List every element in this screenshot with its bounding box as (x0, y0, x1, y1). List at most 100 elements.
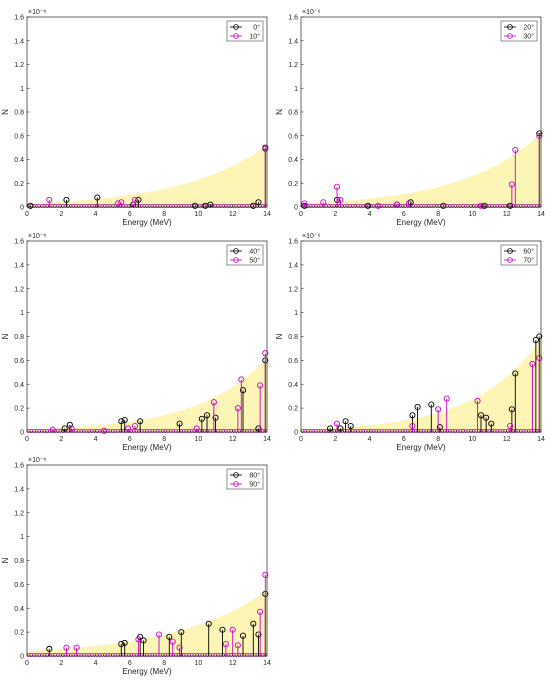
baseline-marker (306, 204, 310, 208)
baseline-marker (53, 204, 57, 208)
stem-marker (512, 146, 519, 154)
baseline-marker (150, 653, 155, 657)
baseline-marker (68, 653, 73, 657)
baseline-marker (429, 204, 434, 208)
baseline-marker (205, 429, 210, 433)
stem-marker (262, 145, 269, 152)
baseline-marker (516, 429, 521, 433)
baseline-marker (34, 429, 39, 433)
stem-marker (178, 629, 185, 636)
stem-marker (250, 620, 257, 627)
baseline-marker (260, 429, 265, 433)
baseline-marker (176, 653, 181, 657)
baseline-marker (350, 204, 355, 208)
baseline-marker (348, 429, 352, 433)
baseline-marker (466, 429, 471, 433)
y-tick-label: 1.2 (14, 62, 24, 69)
y-tick-label: 0 (20, 205, 24, 212)
baseline-marker (377, 429, 381, 433)
series-2 (333, 354, 543, 432)
baseline-marker (71, 204, 76, 208)
baseline-marker (353, 429, 358, 433)
stem-marker (155, 631, 163, 638)
baseline-marker (495, 429, 500, 433)
baseline-marker (110, 653, 115, 657)
baseline-marker (455, 204, 460, 208)
x-tick-label: 0 (25, 660, 29, 667)
stem-marker (255, 199, 262, 206)
legend: 60°70° (500, 244, 538, 266)
baseline-marker (163, 429, 168, 433)
baseline-marker (184, 653, 189, 657)
baseline-marker (500, 429, 505, 433)
y-tick-label: 0.4 (288, 382, 298, 389)
baseline-marker (147, 653, 152, 657)
baseline-marker (110, 204, 115, 208)
y-tick-label: 0.6 (14, 358, 24, 365)
legend-marker (233, 248, 239, 254)
baseline-marker (50, 204, 55, 208)
x-tick-label: 2 (333, 436, 337, 443)
baseline-marker (345, 204, 350, 208)
stem-marker (262, 571, 269, 578)
baseline-marker (221, 204, 226, 208)
baseline-marker (208, 429, 212, 433)
y-tick-label: 0.2 (14, 630, 24, 637)
stem-marker (337, 196, 344, 203)
y-tick-label: 0.4 (14, 382, 24, 389)
baseline-marker (132, 429, 136, 433)
baseline-marker (498, 204, 502, 208)
baseline-marker (390, 429, 394, 433)
y-tick-label: 0.8 (14, 334, 24, 341)
baseline-marker (118, 653, 123, 657)
baseline-marker (245, 429, 249, 433)
y-tick-label: 1 (20, 310, 24, 317)
baseline-marker (311, 204, 316, 208)
panel-4: 0 2 4 6 8 10 12 14 0 0.2 0.4 0.6 0.8 1 1.2 1.4 1.6 ×10⁻⁶ E… (275, 233, 545, 452)
baseline-marker (216, 429, 220, 433)
x-tick-label: 8 (162, 660, 166, 667)
baseline-marker (147, 429, 152, 433)
y-tick-label: 0.6 (288, 358, 298, 365)
stem-marker (301, 202, 308, 209)
stem-marker (342, 418, 349, 425)
baseline-marker (382, 429, 387, 433)
baseline-marker (71, 653, 76, 657)
baseline-marker (387, 204, 392, 208)
baseline-marker (42, 204, 47, 208)
legend-marker (233, 24, 239, 30)
baseline-marker (76, 204, 81, 208)
baseline-marker (55, 204, 60, 208)
baseline-marker (453, 204, 458, 208)
baseline-markers-2 (26, 653, 268, 657)
baseline-marker (327, 204, 331, 208)
legend-marker (233, 257, 239, 263)
baseline-marker (89, 429, 94, 433)
baseline-marker (450, 429, 455, 433)
y-tick-label: 1.2 (14, 286, 24, 293)
baseline-marker (521, 204, 526, 208)
baseline-marker (200, 204, 205, 208)
baseline-marker (406, 429, 410, 433)
stem-marker (483, 414, 490, 421)
baseline-marker (440, 429, 444, 433)
x-tick-label: 4 (94, 660, 98, 667)
baseline-marker (505, 429, 510, 433)
baseline-marker (105, 204, 110, 208)
y-tick-label: 0.8 (14, 558, 24, 565)
x-tick-label: 8 (436, 211, 440, 218)
x-axis-label: Energy (MeV) (396, 218, 446, 227)
legend-label: 10° (249, 33, 260, 41)
stem-marker (66, 421, 73, 428)
baseline-marker (108, 204, 113, 208)
baseline-marker (84, 653, 89, 657)
y-tick-label: 0.8 (288, 334, 298, 341)
stem-marker (121, 417, 128, 424)
stem-marker (436, 424, 443, 431)
baseline-markers-2 (300, 204, 542, 208)
baseline-marker (142, 653, 147, 657)
baseline-marker (218, 429, 223, 433)
baseline-marker (234, 204, 239, 208)
baseline-marker (184, 429, 189, 433)
x-tick-label: 2 (333, 211, 337, 218)
